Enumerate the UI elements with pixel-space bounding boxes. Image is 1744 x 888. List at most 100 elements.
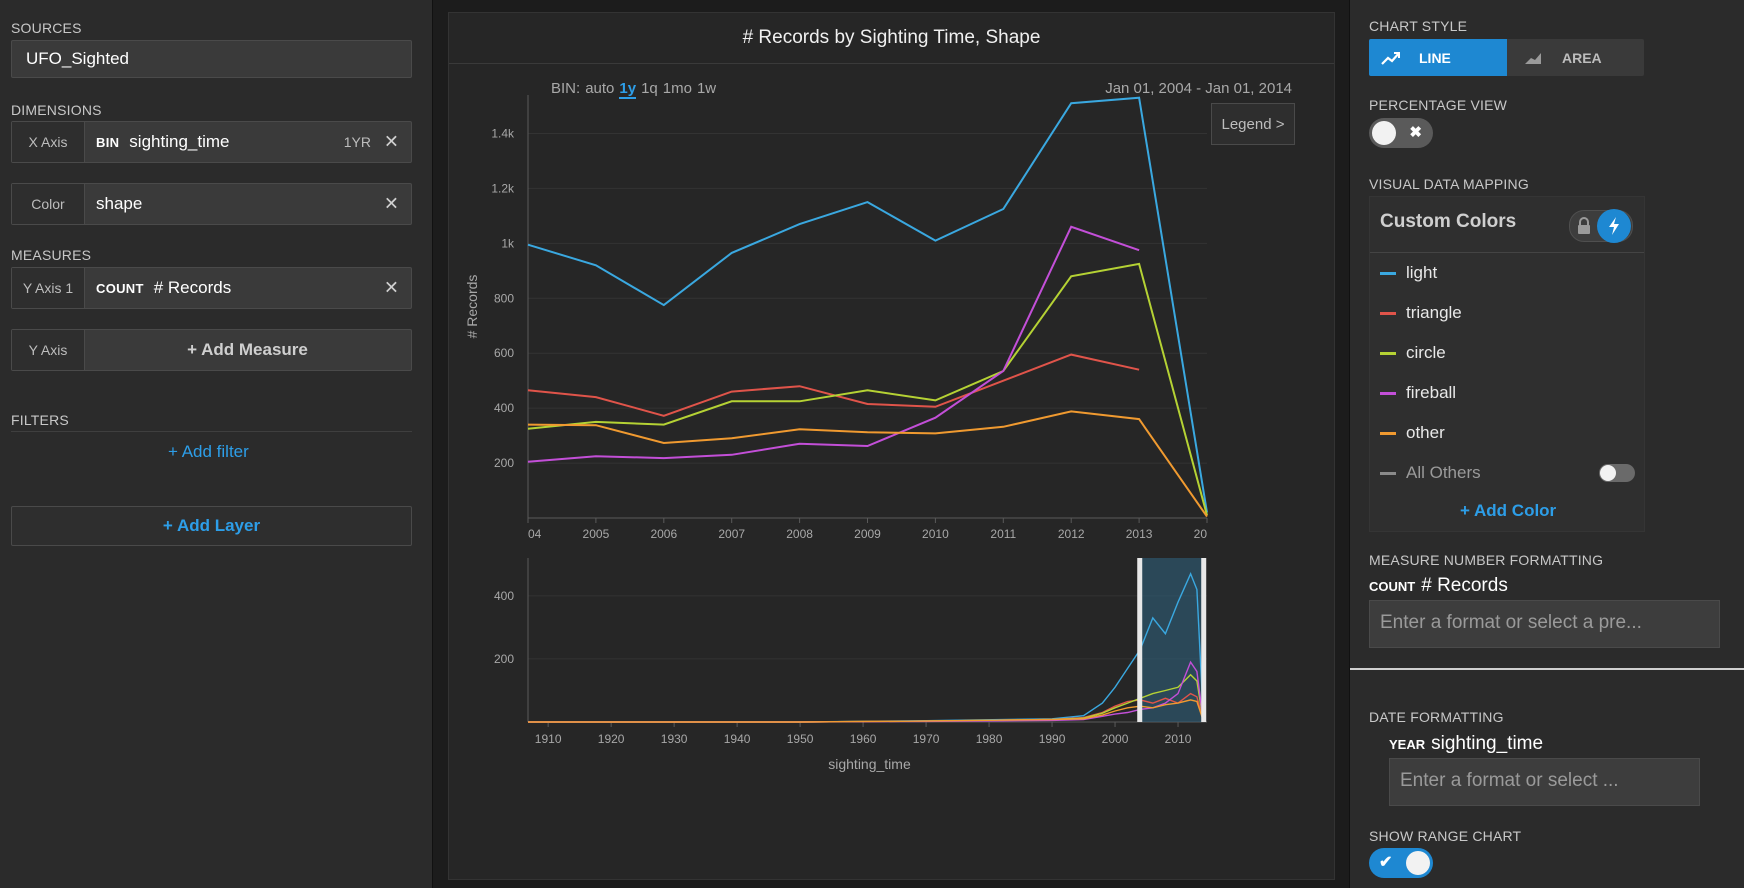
legend-label-light: light [1406, 263, 1438, 282]
add-layer-button[interactable]: + Add Layer [11, 506, 412, 546]
y-tick-label: 1k [501, 236, 515, 250]
legend-item-fireball[interactable]: fireball [1380, 382, 1456, 404]
overview-x-tick-label: 1960 [850, 732, 877, 746]
x-axis-remove-button[interactable]: ✕ [383, 131, 399, 152]
line-style-button[interactable]: LINE [1369, 39, 1507, 76]
range-chart-toggle[interactable]: ✔ [1369, 848, 1433, 878]
y-axis1-label: Y Axis 1 [12, 268, 85, 308]
y-axis1-field: # Records [153, 278, 232, 297]
legend-item-other[interactable]: other [1380, 422, 1445, 444]
measures-label: MEASURES [11, 247, 92, 263]
custom-colors-title: Custom Colors [1380, 211, 1517, 232]
y-axis-label: Y Axis [12, 330, 85, 370]
bin-option-1y[interactable]: 1y [619, 80, 637, 99]
legend-item-circle[interactable]: circle [1380, 342, 1446, 364]
y-tick-label: 800 [494, 291, 514, 305]
bin-option-1mo[interactable]: 1mo [662, 80, 692, 97]
swatch-fireball [1380, 391, 1396, 395]
y-axis1-slot[interactable]: Y Axis 1 COUNT # Records ✕ [11, 267, 412, 309]
overview-x-axis-title: sighting_time [828, 756, 911, 772]
x-tick-label: 2008 [786, 527, 813, 541]
custom-colors-panel: Custom Colors light triangle circle fire… [1369, 196, 1645, 532]
overview-line-other [528, 699, 1204, 723]
add-color-link[interactable]: + Add Color [1460, 501, 1557, 520]
overview-y-tick-label: 400 [494, 589, 514, 603]
overview-x-tick-label: 1910 [535, 732, 562, 746]
x-axis-slot[interactable]: X Axis BIN sighting_time 1YR ✕ [11, 121, 412, 163]
toggle-knob [1372, 121, 1396, 145]
line-chart-icon [1381, 50, 1401, 66]
series-line-other [527, 410, 1208, 518]
all-others-toggle[interactable] [1599, 464, 1635, 482]
legend-label-all-others: All Others [1406, 463, 1481, 482]
y-tick-label: 600 [494, 346, 514, 360]
percentage-view-toggle[interactable]: ✖ [1369, 118, 1433, 148]
date-format-input[interactable]: Enter a format or select ... [1389, 758, 1700, 806]
visual-mapping-label: VISUAL DATA MAPPING [1369, 176, 1529, 192]
chart-area: # Records by Sighting Time, Shape BIN: a… [433, 0, 1348, 888]
series-line-light [527, 96, 1208, 513]
toggle-off-icon: ✖ [1409, 124, 1422, 141]
bin-option-1q[interactable]: 1q [641, 80, 658, 97]
lightning-icon[interactable] [1597, 209, 1631, 243]
y-axis-title: # Records [464, 275, 480, 339]
legend-button[interactable]: Legend > [1211, 103, 1295, 145]
x-axis-label: X Axis [12, 122, 85, 162]
color-mode-toggle[interactable] [1569, 209, 1633, 243]
color-label: Color [12, 184, 85, 224]
custom-colors-divider [1370, 252, 1644, 253]
dimensions-label: DIMENSIONS [11, 102, 102, 118]
source-value: UFO_Sighted [26, 49, 129, 68]
date-range: Jan 01, 2004 - Jan 01, 2014 [1105, 80, 1292, 97]
measure-count-tag: COUNT [1369, 578, 1416, 594]
measure-format-input[interactable]: Enter a format or select a pre... [1369, 600, 1720, 648]
bin-option-auto[interactable]: auto [585, 80, 615, 97]
overview-x-tick-label: 1970 [913, 732, 940, 746]
measure-format-label: MEASURE NUMBER FORMATTING [1369, 552, 1604, 568]
overview-y-tick-label: 200 [494, 652, 514, 666]
y-tick-label: 1.2k [491, 181, 515, 195]
legend-item-triangle[interactable]: triangle [1380, 302, 1462, 324]
x-tick-label: 2013 [1126, 527, 1153, 541]
color-remove-button[interactable]: ✕ [383, 193, 399, 214]
lock-icon[interactable] [1576, 217, 1592, 240]
y-tick-label: 400 [494, 401, 514, 415]
bin-size[interactable]: 1YR [343, 134, 371, 150]
area-style-label: AREA [1562, 49, 1602, 66]
swatch-circle [1380, 351, 1396, 355]
overview-x-tick-label: 1930 [661, 732, 688, 746]
color-field: shape [96, 194, 143, 213]
overview-x-tick-label: 2010 [1165, 732, 1192, 746]
source-select[interactable]: UFO_Sighted [11, 40, 412, 78]
legend-item-light[interactable]: light [1380, 262, 1437, 284]
y-axis1-remove-button[interactable]: ✕ [383, 277, 399, 298]
add-layer-label: + Add Layer [162, 516, 261, 535]
x-tick-label: 2006 [650, 527, 677, 541]
overview-x-tick-label: 1950 [787, 732, 814, 746]
x-tick-label: 2010 [922, 527, 949, 541]
legend-label-triangle: triangle [1406, 303, 1462, 322]
measure-format-field: COUNT # Records [1369, 575, 1508, 597]
add-measure-button[interactable]: + Add Measure [187, 340, 308, 359]
filters-label: FILTERS [11, 412, 69, 428]
chart-title: # Records by Sighting Time, Shape [449, 13, 1334, 64]
bin-selector: BIN: auto 1y 1q 1mo 1w [551, 80, 716, 99]
bin-prefix: BIN: [551, 80, 581, 97]
x-tick-label: 2009 [854, 527, 881, 541]
area-style-button[interactable]: AREA [1507, 39, 1644, 76]
toggle-check-icon: ✔ [1379, 854, 1393, 871]
color-slot[interactable]: Color shape ✕ [11, 183, 412, 225]
x-tick-label: 2005 [583, 527, 610, 541]
range-chart-toggle-knob [1406, 851, 1430, 875]
bin-option-1w[interactable]: 1w [696, 80, 717, 97]
series-line-fireball [527, 225, 1140, 463]
legend-label-fireball: fireball [1406, 383, 1457, 402]
x-tick-label: 04 [528, 527, 542, 541]
overview-line-triangle [528, 692, 1204, 723]
sources-label: SOURCES [11, 20, 82, 36]
add-filter-link[interactable]: + Add filter [168, 442, 249, 461]
y-tick-label: 1.4k [491, 126, 515, 140]
swatch-triangle [1380, 311, 1396, 315]
brush-handle-right [1201, 558, 1207, 722]
count-tag: COUNT [96, 280, 144, 296]
